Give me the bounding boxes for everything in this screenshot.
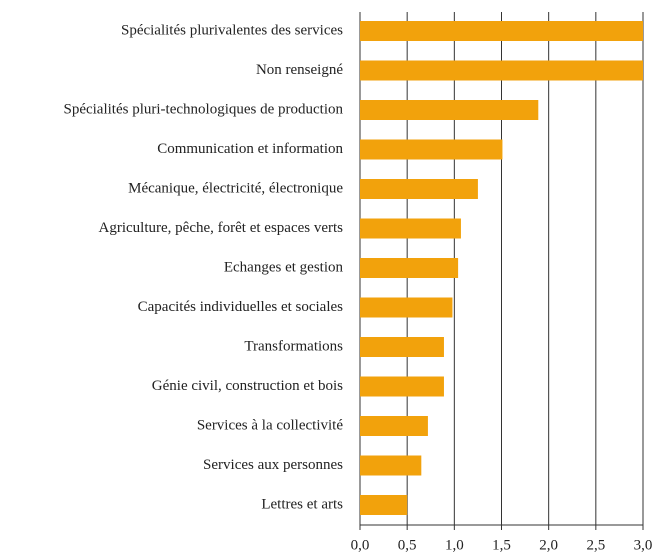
x-tick-label: 1,0 xyxy=(445,537,464,553)
bar xyxy=(360,416,428,436)
bar xyxy=(360,258,459,278)
bar xyxy=(360,337,444,357)
y-tick-label: Echanges et gestion xyxy=(224,259,344,275)
y-tick-label: Transformations xyxy=(244,338,343,354)
x-tick-label: 0,0 xyxy=(351,537,370,553)
bar xyxy=(360,100,539,120)
y-tick-label: Non renseigné xyxy=(256,62,343,78)
y-tick-label: Lettres et arts xyxy=(261,496,343,512)
bar xyxy=(360,455,422,476)
y-tick-label: Services à la collectivité xyxy=(197,417,344,433)
bar xyxy=(360,179,478,199)
x-tick-label: 2,0 xyxy=(539,537,558,553)
y-tick-label: Services aux personnes xyxy=(203,457,343,473)
x-tick-label: 1,5 xyxy=(492,537,511,553)
bar xyxy=(360,21,643,41)
bar xyxy=(360,376,444,397)
bar xyxy=(360,297,453,318)
y-tick-label: Agriculture, pêche, forêt et espaces ver… xyxy=(99,220,344,236)
y-tick-label: Communication et information xyxy=(157,141,343,157)
bar xyxy=(360,139,503,160)
x-tick-label: 0,5 xyxy=(398,537,417,553)
x-tick-label: 2,5 xyxy=(586,537,605,553)
y-tick-label: Spécialités pluri-technologiques de prod… xyxy=(63,101,343,117)
x-tick-label: 3,0 xyxy=(634,537,653,553)
y-tick-label: Capacités individuelles et sociales xyxy=(138,299,344,315)
y-tick-label: Spécialités plurivalentes des services xyxy=(121,22,343,38)
bar xyxy=(360,60,643,81)
bar xyxy=(360,218,461,239)
bar xyxy=(360,495,408,515)
y-tick-label: Génie civil, construction et bois xyxy=(152,378,343,394)
y-tick-label: Mécanique, électricité, électronique xyxy=(128,180,343,196)
